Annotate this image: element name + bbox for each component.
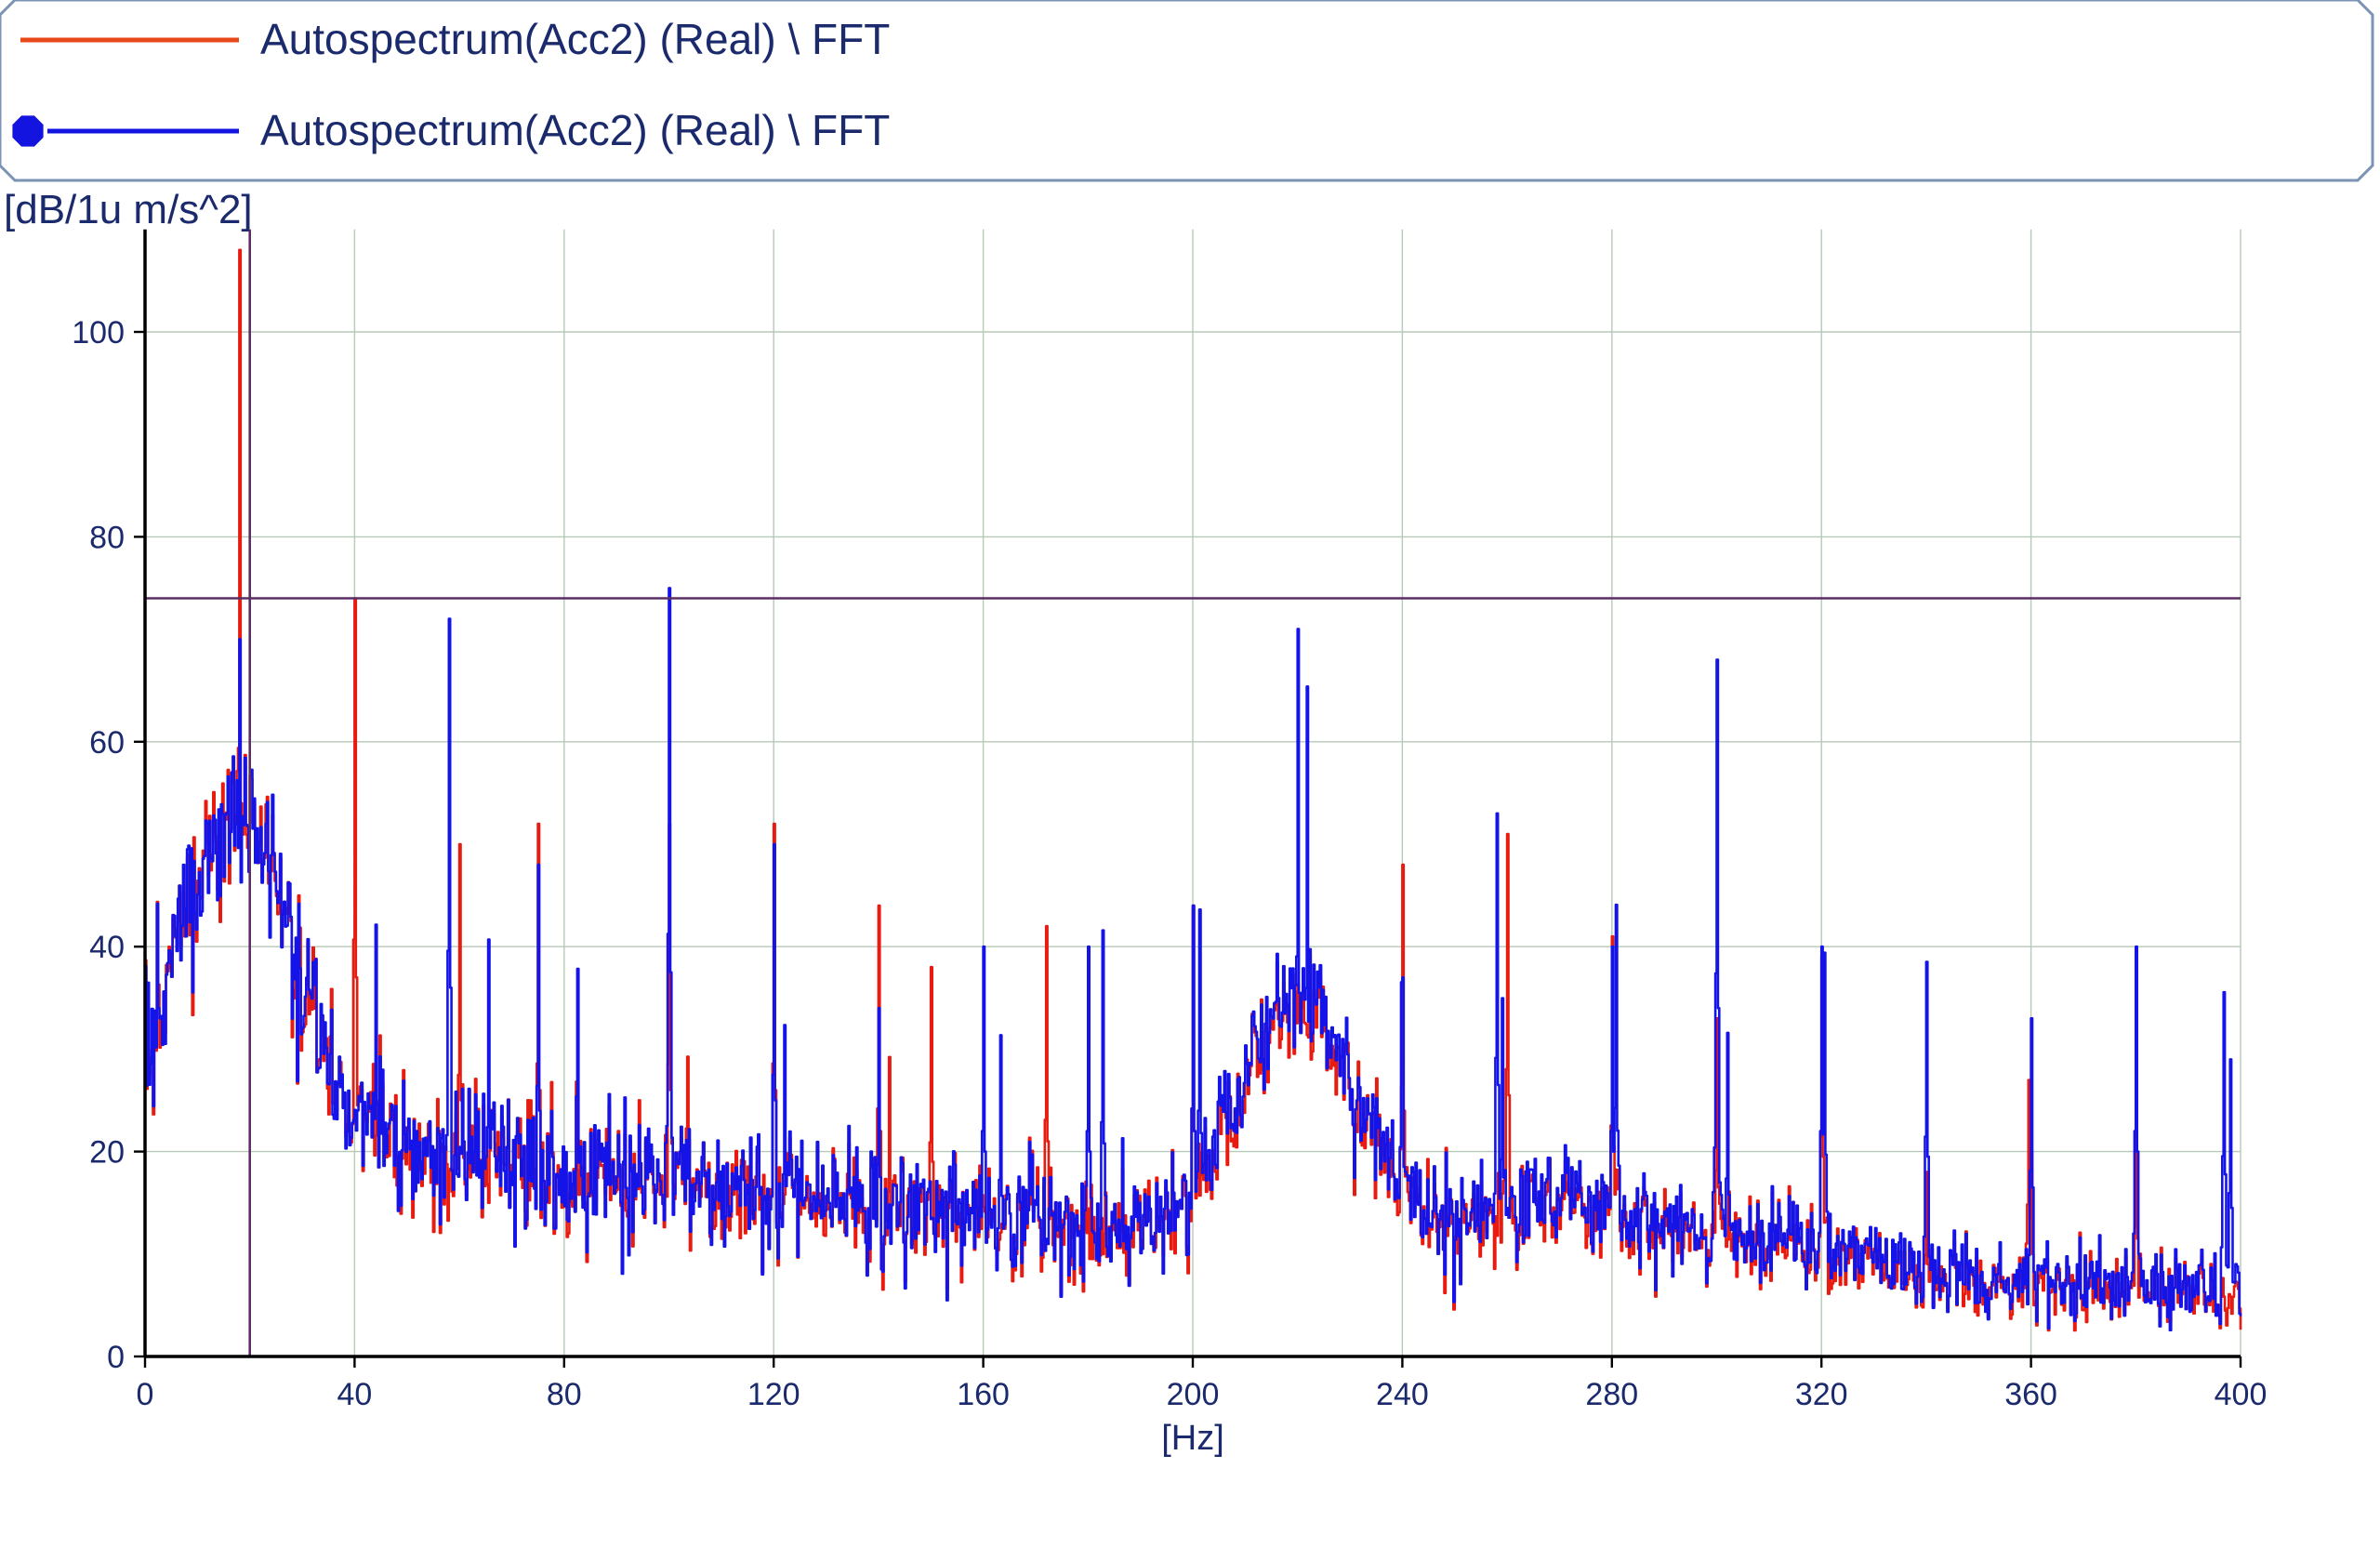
- svg-text:120: 120: [747, 1377, 800, 1412]
- svg-text:40: 40: [89, 930, 125, 965]
- svg-text:60: 60: [89, 725, 125, 761]
- svg-text:[dB/1u m/s^2]: [dB/1u m/s^2]: [4, 187, 253, 232]
- svg-text:0: 0: [107, 1340, 125, 1375]
- svg-text:Autospectrum(Acc2) (Real) \ FF: Autospectrum(Acc2) (Real) \ FFT: [260, 106, 890, 154]
- svg-text:40: 40: [337, 1377, 372, 1412]
- svg-text:0: 0: [137, 1377, 154, 1412]
- svg-text:80: 80: [547, 1377, 582, 1412]
- svg-text:160: 160: [957, 1377, 1010, 1412]
- svg-text:280: 280: [1585, 1377, 1638, 1412]
- svg-text:Autospectrum(Acc2) (Real) \ FF: Autospectrum(Acc2) (Real) \ FFT: [260, 15, 890, 63]
- svg-text:100: 100: [72, 315, 125, 351]
- svg-text:320: 320: [1795, 1377, 1848, 1412]
- svg-text:360: 360: [2004, 1377, 2057, 1412]
- svg-text:240: 240: [1376, 1377, 1429, 1412]
- svg-text:80: 80: [89, 520, 125, 555]
- svg-text:[Hz]: [Hz]: [1161, 1419, 1224, 1458]
- svg-text:400: 400: [2215, 1377, 2268, 1412]
- svg-text:20: 20: [89, 1135, 125, 1171]
- svg-text:200: 200: [1167, 1377, 1220, 1412]
